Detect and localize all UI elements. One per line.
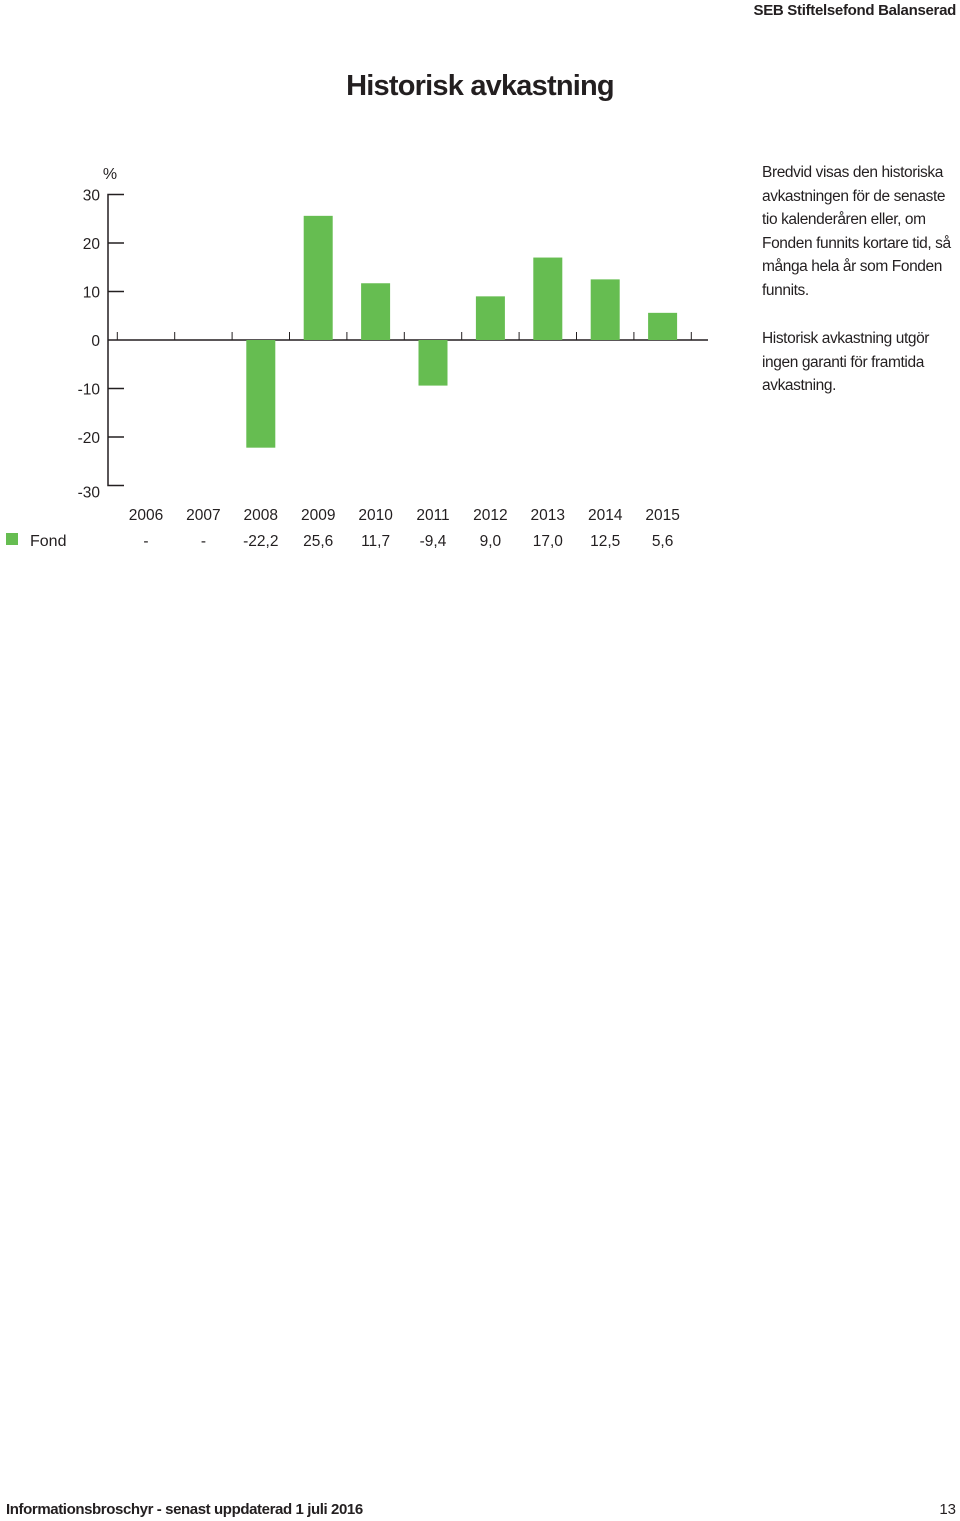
y-tick-label: -30 [78, 485, 101, 502]
bar-2014 [590, 279, 620, 340]
chart-description: Bredvid visas den historiska avkastninge… [762, 164, 951, 299]
x-category-label: 2012 [473, 507, 507, 524]
page-number: 13 [939, 1501, 956, 1518]
data-value-label: 11,7 [361, 533, 390, 550]
x-category-label: 2009 [301, 507, 335, 524]
x-category-label: 2015 [645, 507, 679, 524]
data-value-label: -9,4 [420, 533, 447, 550]
bar-2012 [475, 296, 505, 340]
bar-2009 [303, 215, 333, 340]
x-category-label: 2010 [358, 507, 393, 524]
data-value-label: 9,0 [480, 533, 502, 550]
x-category-label: 2014 [588, 507, 623, 524]
bar-2008 [246, 340, 276, 448]
bar-2010 [361, 283, 391, 340]
bar-2011 [418, 340, 448, 386]
x-category-label: 2006 [129, 507, 163, 524]
data-value-label: -22,2 [243, 533, 278, 550]
legend-swatch [6, 533, 18, 545]
chart-disclaimer: Historisk avkastning utgör ingen garanti… [762, 330, 930, 394]
bar-2013 [533, 257, 563, 340]
y-tick-label: 0 [91, 333, 100, 350]
x-category-label: 2007 [186, 507, 220, 524]
data-value-label: 25,6 [303, 533, 333, 550]
legend-label: Fond [30, 533, 66, 550]
x-category-label: 2008 [244, 507, 278, 524]
chart-bars [246, 215, 678, 448]
x-category-label: 2011 [416, 507, 449, 524]
data-value-label: - [143, 533, 148, 550]
bar-2015 [648, 312, 678, 340]
y-tick-label: -20 [78, 430, 101, 447]
y-tick-label: -10 [78, 382, 101, 399]
data-value-label: 12,5 [590, 533, 620, 550]
brand-name: SEB Stiftelsefond Balanserad [753, 2, 957, 19]
page-title: Historisk avkastning [346, 70, 614, 102]
data-value-label: - [201, 533, 206, 550]
footer-text: Informationsbroschyr - senast uppdaterad… [6, 1501, 363, 1518]
y-tick-label: 10 [83, 285, 101, 302]
data-value-label: 17,0 [533, 533, 564, 550]
y-axis-unit: % [103, 166, 117, 183]
y-tick-label: 30 [83, 188, 101, 205]
data-value-label: 5,6 [652, 533, 674, 550]
y-tick-label: 20 [83, 236, 101, 253]
x-category-label: 2013 [531, 507, 565, 524]
